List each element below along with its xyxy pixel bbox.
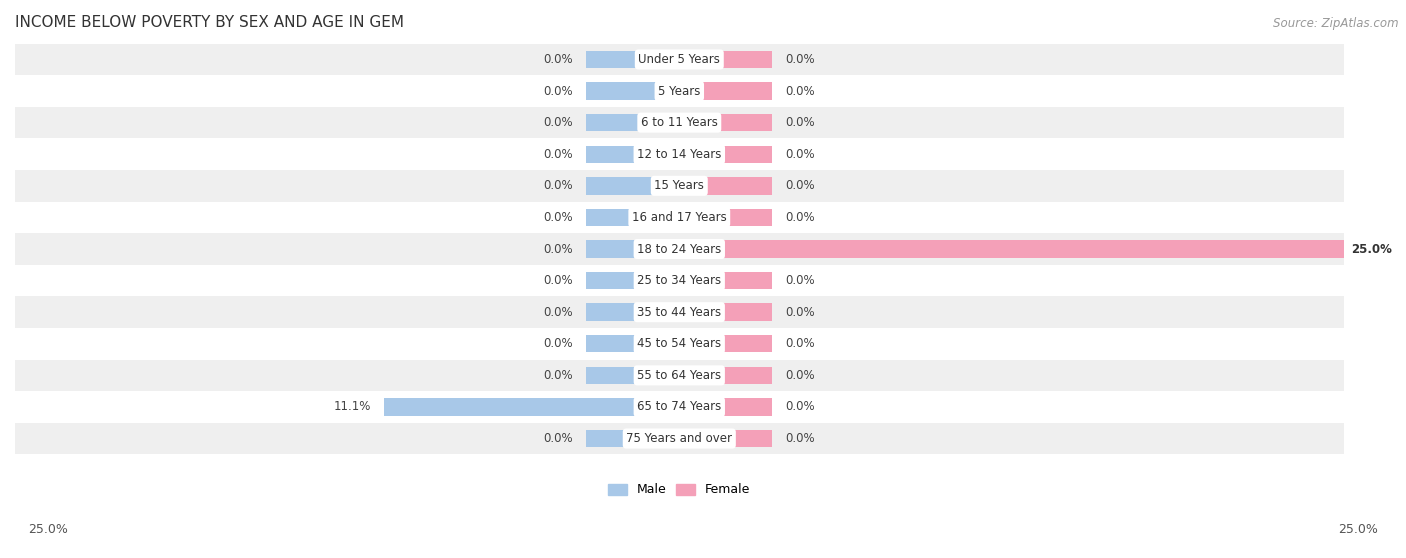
Bar xyxy=(15,391,1344,423)
Text: 0.0%: 0.0% xyxy=(543,432,574,445)
Text: 6 to 11 Years: 6 to 11 Years xyxy=(641,116,717,129)
Text: 45 to 54 Years: 45 to 54 Years xyxy=(637,337,721,350)
Text: 0.0%: 0.0% xyxy=(543,211,574,224)
Text: Under 5 Years: Under 5 Years xyxy=(638,53,720,66)
Text: 65 to 74 Years: 65 to 74 Years xyxy=(637,401,721,413)
Bar xyxy=(15,44,1344,75)
Text: 0.0%: 0.0% xyxy=(543,306,574,319)
Bar xyxy=(586,272,679,289)
Text: 12 to 14 Years: 12 to 14 Years xyxy=(637,148,721,161)
Text: Source: ZipAtlas.com: Source: ZipAtlas.com xyxy=(1274,17,1399,30)
Text: 75 Years and over: 75 Years and over xyxy=(626,432,733,445)
Bar xyxy=(586,114,679,131)
Text: 0.0%: 0.0% xyxy=(786,179,815,193)
Bar xyxy=(384,398,679,416)
Bar xyxy=(679,430,772,447)
Bar xyxy=(15,423,1344,454)
Bar xyxy=(679,398,772,416)
Bar xyxy=(679,177,772,195)
Text: INCOME BELOW POVERTY BY SEX AND AGE IN GEM: INCOME BELOW POVERTY BY SEX AND AGE IN G… xyxy=(15,15,404,30)
Text: 11.1%: 11.1% xyxy=(333,401,371,413)
Text: 25.0%: 25.0% xyxy=(1339,523,1378,536)
Bar xyxy=(15,233,1344,265)
Bar xyxy=(15,107,1344,138)
Text: 0.0%: 0.0% xyxy=(786,306,815,319)
Text: 0.0%: 0.0% xyxy=(786,432,815,445)
Bar xyxy=(586,146,679,163)
Bar xyxy=(586,430,679,447)
Text: 15 Years: 15 Years xyxy=(654,179,704,193)
Bar xyxy=(15,170,1344,201)
Bar xyxy=(679,335,772,353)
Text: 0.0%: 0.0% xyxy=(543,148,574,161)
Legend: Male, Female: Male, Female xyxy=(603,478,755,502)
Text: 0.0%: 0.0% xyxy=(543,116,574,129)
Bar xyxy=(586,83,679,100)
Text: 0.0%: 0.0% xyxy=(786,53,815,66)
Bar xyxy=(586,177,679,195)
Bar xyxy=(586,367,679,384)
Text: 0.0%: 0.0% xyxy=(543,369,574,382)
Text: 0.0%: 0.0% xyxy=(786,211,815,224)
Bar xyxy=(586,209,679,226)
Bar xyxy=(679,114,772,131)
Bar xyxy=(15,201,1344,233)
Text: 25.0%: 25.0% xyxy=(28,523,67,536)
Text: 0.0%: 0.0% xyxy=(786,369,815,382)
Text: 16 and 17 Years: 16 and 17 Years xyxy=(631,211,727,224)
Text: 0.0%: 0.0% xyxy=(543,274,574,287)
Text: 5 Years: 5 Years xyxy=(658,85,700,98)
Bar xyxy=(586,51,679,68)
Bar xyxy=(586,304,679,321)
Bar xyxy=(15,265,1344,296)
Text: 0.0%: 0.0% xyxy=(786,337,815,350)
Bar xyxy=(15,75,1344,107)
Text: 18 to 24 Years: 18 to 24 Years xyxy=(637,243,721,256)
Text: 0.0%: 0.0% xyxy=(543,53,574,66)
Bar xyxy=(679,240,1344,258)
Text: 25 to 34 Years: 25 to 34 Years xyxy=(637,274,721,287)
Bar xyxy=(15,359,1344,391)
Bar xyxy=(15,328,1344,359)
Text: 25.0%: 25.0% xyxy=(1351,243,1392,256)
Bar xyxy=(679,367,772,384)
Bar xyxy=(679,83,772,100)
Bar xyxy=(15,138,1344,170)
Text: 55 to 64 Years: 55 to 64 Years xyxy=(637,369,721,382)
Text: 0.0%: 0.0% xyxy=(543,85,574,98)
Text: 0.0%: 0.0% xyxy=(786,401,815,413)
Text: 0.0%: 0.0% xyxy=(543,337,574,350)
Text: 0.0%: 0.0% xyxy=(543,179,574,193)
Bar xyxy=(679,51,772,68)
Bar xyxy=(679,272,772,289)
Bar xyxy=(679,304,772,321)
Text: 0.0%: 0.0% xyxy=(786,148,815,161)
Text: 0.0%: 0.0% xyxy=(786,85,815,98)
Text: 0.0%: 0.0% xyxy=(786,274,815,287)
Text: 0.0%: 0.0% xyxy=(543,243,574,256)
Text: 0.0%: 0.0% xyxy=(786,116,815,129)
Bar xyxy=(679,146,772,163)
Bar xyxy=(586,240,679,258)
Bar xyxy=(15,296,1344,328)
Bar xyxy=(586,335,679,353)
Bar xyxy=(679,209,772,226)
Text: 35 to 44 Years: 35 to 44 Years xyxy=(637,306,721,319)
